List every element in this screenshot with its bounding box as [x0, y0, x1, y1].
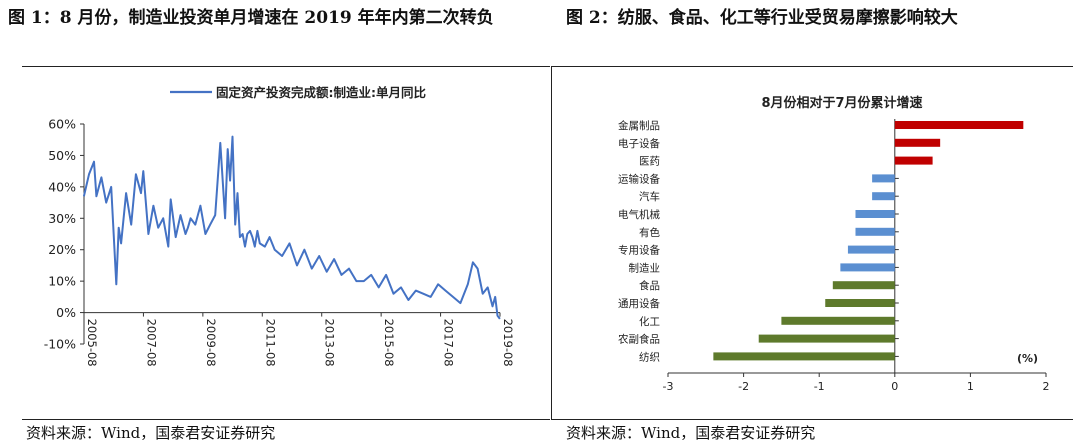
category-label: 通用设备 [618, 297, 660, 310]
category-label: 运输设备 [618, 172, 660, 185]
figure-1-title: 图 1：8 月份，制造业投资单月增速在 2019 年年内第二次转负 [8, 8, 494, 28]
bar [847, 245, 895, 254]
x-tick-label: 2019-08 [501, 319, 515, 367]
x-tick-label: -1 [814, 380, 825, 393]
x-tick-label: -2 [738, 380, 749, 393]
x-tick-label: 2015-08 [382, 319, 396, 367]
unit-label: (%) [1017, 352, 1038, 365]
bar [894, 121, 1024, 129]
category-label: 化工 [639, 315, 660, 328]
y-tick-label: 50% [48, 148, 76, 163]
source-left: 资料来源：Wind，国泰君安证券研究 [26, 424, 276, 442]
x-tick-label: 2013-08 [323, 319, 337, 367]
category-label: 制造业 [629, 261, 661, 274]
y-tick-label: 30% [48, 211, 76, 226]
x-tick-label: 2017-08 [442, 319, 456, 367]
x-tick-label: 2009-08 [204, 319, 218, 367]
x-tick-label: 2007-08 [144, 319, 158, 367]
series-line [82, 135, 501, 320]
x-tick-label: -3 [663, 380, 674, 393]
y-tick-label: 60% [48, 117, 76, 132]
bar [855, 210, 895, 218]
category-label: 纺织 [639, 350, 660, 363]
line-chart-panel: 固定资产投资完成额:制造业:单月同比 60% 50% 40% 30% 20% 10% 0% -… [22, 66, 550, 420]
y-tick-label: 20% [48, 242, 76, 257]
category-label: 有色 [639, 226, 660, 239]
x-tick-label: 0 [891, 380, 898, 393]
x-tick-label: 1 [967, 380, 974, 393]
category-label: 专用设备 [618, 244, 660, 257]
legend-label: 固定资产投资完成额:制造业:单月同比 [216, 85, 426, 100]
x-tick-label: 2 [1043, 380, 1050, 393]
category-label: 电气机械 [618, 208, 660, 221]
source-right: 资料来源：Wind，国泰君安证券研究 [566, 424, 816, 442]
bar-chart-title: 8月份相对于7月份累计增速 [761, 95, 922, 111]
bar [781, 316, 895, 325]
y-tick-label: 40% [48, 179, 76, 194]
x-tick-label: 2005-08 [85, 319, 99, 367]
bar [840, 263, 895, 272]
bar [872, 192, 895, 201]
x-tick-label: 2011-08 [263, 319, 277, 367]
category-label: 农副食品 [618, 333, 660, 346]
bar [872, 174, 895, 183]
bar [832, 281, 895, 290]
bar [894, 138, 941, 147]
y-tick-label: -10% [44, 337, 76, 352]
category-label: 金属制品 [618, 119, 660, 132]
bar-chart: 8月份相对于7月份累计增速 (%) -3 -2 -1 0 1 2 金属制品电子设备医药运输设… [618, 95, 1050, 393]
category-label: 电子设备 [618, 137, 660, 150]
bar [758, 334, 895, 343]
category-label: 食品 [639, 279, 660, 292]
category-label: 医药 [639, 156, 660, 168]
category-label: 汽车 [639, 190, 660, 203]
figure-2-title: 图 2：纺服、食品、化工等行业受贸易摩擦影响较大 [566, 8, 958, 28]
bar [855, 227, 895, 236]
bar [894, 156, 933, 165]
bar [825, 299, 895, 307]
line-chart: 固定资产投资完成额:制造业:单月同比 60% 50% 40% 30% 20% 10% 0% -… [44, 85, 515, 367]
bar-chart-panel: 8月份相对于7月份累计增速 (%) -3 -2 -1 0 1 2 金属制品电子设备医药运输设… [551, 66, 1073, 420]
bar [713, 352, 895, 361]
y-tick-label: 0% [56, 305, 76, 320]
y-tick-label: 10% [48, 274, 76, 289]
